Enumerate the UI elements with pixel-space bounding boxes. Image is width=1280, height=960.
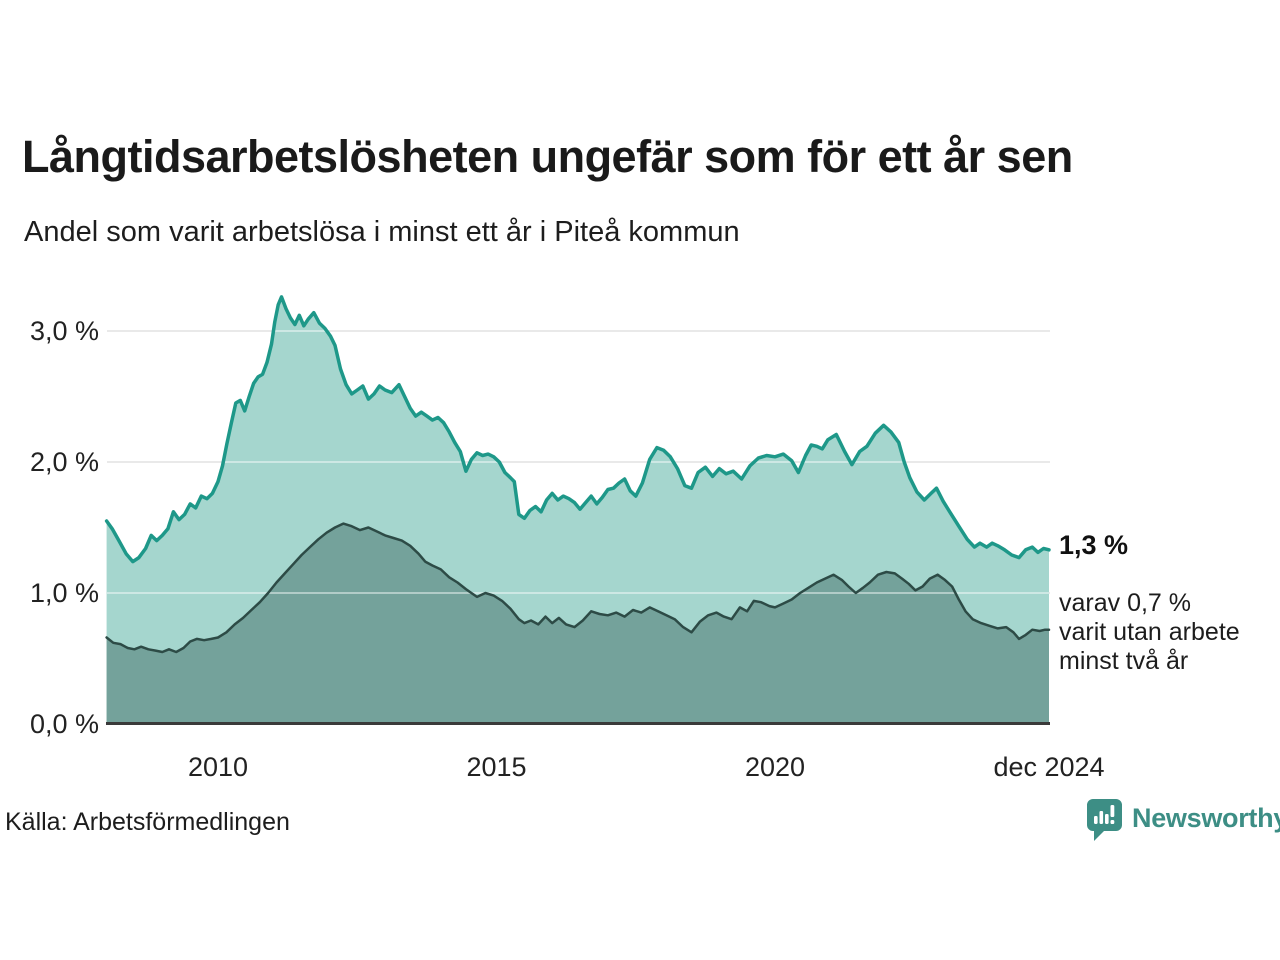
bar-chart-bubble-icon [1087, 799, 1122, 841]
series-two-year-area [106, 523, 1050, 722]
chart-subtitle: Andel som varit arbetslösa i minst ett å… [24, 216, 740, 248]
series-one-year-line [104, 295, 1051, 564]
x-tick-label: 2010 [187, 752, 249, 782]
y-tick-label: 0,0 % [30, 709, 100, 739]
newsworthy-logo: Newsworthy [1086, 798, 1280, 843]
y-tick-label: 1,0 % [30, 578, 100, 608]
x-tick-label: 2020 [744, 752, 806, 782]
source-credit: Källa: Arbetsförmedlingen [5, 808, 290, 836]
newsworthy-wordmark: Newsworthy [1132, 803, 1280, 833]
latest-value-annotation: 1,3 % [1059, 530, 1129, 560]
x-tick-label: 2015 [466, 752, 527, 782]
y-tick-label: 2,0 % [30, 447, 100, 477]
detail-annotation: varav 0,7 % varit utan arbete minst två … [1059, 589, 1240, 675]
chart-title: Långtidsarbetslösheten ungefär som för e… [22, 131, 1073, 182]
y-tick-label: 3,0 % [30, 316, 100, 346]
x-tick-label: dec 2024 [993, 752, 1105, 782]
series-two-year-line [105, 522, 1051, 654]
